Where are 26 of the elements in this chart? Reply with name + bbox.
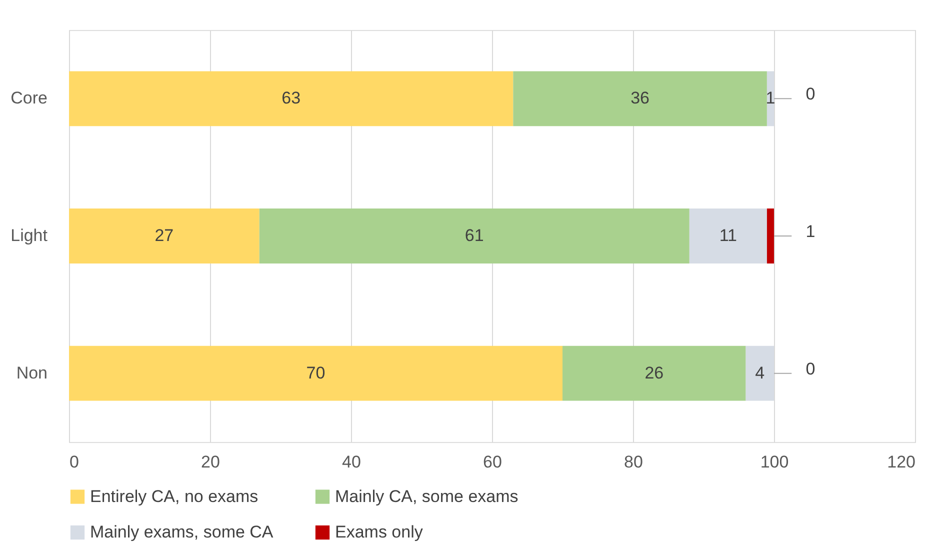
data-label: 36 (630, 88, 650, 108)
data-label: 26 (644, 363, 664, 382)
x-tick-label: 120 (887, 452, 916, 472)
data-label: 63 (282, 88, 301, 108)
x-tick-label: 0 (70, 452, 79, 472)
x-tick-label: 100 (760, 452, 789, 472)
data-label: 11 (719, 226, 738, 245)
x-tick-label: 60 (483, 452, 502, 472)
y-tick-label: Non (16, 363, 48, 382)
data-label: 4 (755, 363, 765, 382)
data-label: 0 (806, 84, 816, 104)
data-label: 27 (154, 226, 174, 245)
legend-label: Mainly CA, some exams (335, 486, 518, 506)
x-tick-label: 80 (624, 452, 643, 472)
x-tick-label: 40 (342, 452, 361, 472)
data-label: 70 (306, 363, 326, 382)
data-label: 1 (766, 88, 776, 108)
data-label: 0 (806, 359, 816, 378)
legend-label: Mainly exams, some CA (90, 522, 274, 542)
data-label: 1 (806, 222, 816, 241)
legend-label: Exams only (335, 522, 424, 542)
data-label: 61 (464, 226, 484, 245)
y-tick-label: Light (10, 226, 48, 245)
legend-label: Entirely CA, no exams (90, 486, 258, 506)
x-tick-label: 20 (201, 452, 220, 472)
y-tick-label: Core (10, 88, 48, 108)
